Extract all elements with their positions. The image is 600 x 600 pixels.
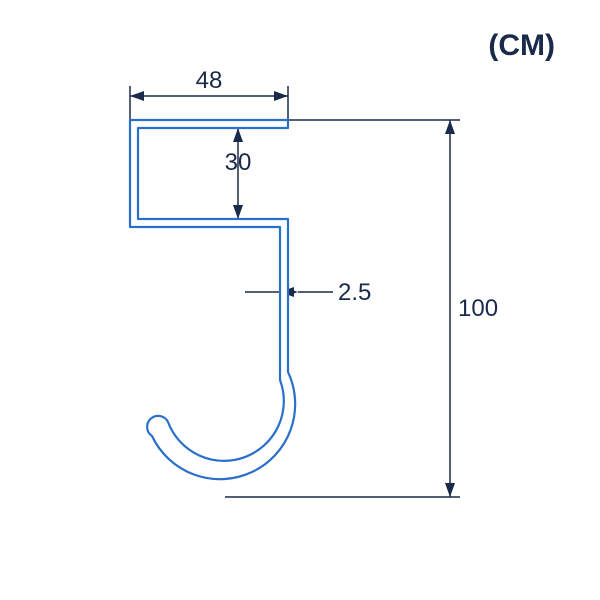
dimension-100: 100 [225,120,498,497]
dimension-2_5: 2.5 [245,279,371,306]
dimension-48: 48 [130,67,288,120]
dimension-30-value: 30 [225,149,252,176]
profile-shape [130,120,295,479]
drawing-canvas: (CM) 48 100 30 2.5 [0,0,600,600]
dimension-2_5-value: 2.5 [338,279,371,306]
dimension-100-value: 100 [458,295,498,322]
unit-label: (CM) [488,29,555,62]
dimension-30: 30 [225,128,252,219]
dimension-48-value: 48 [196,67,223,94]
